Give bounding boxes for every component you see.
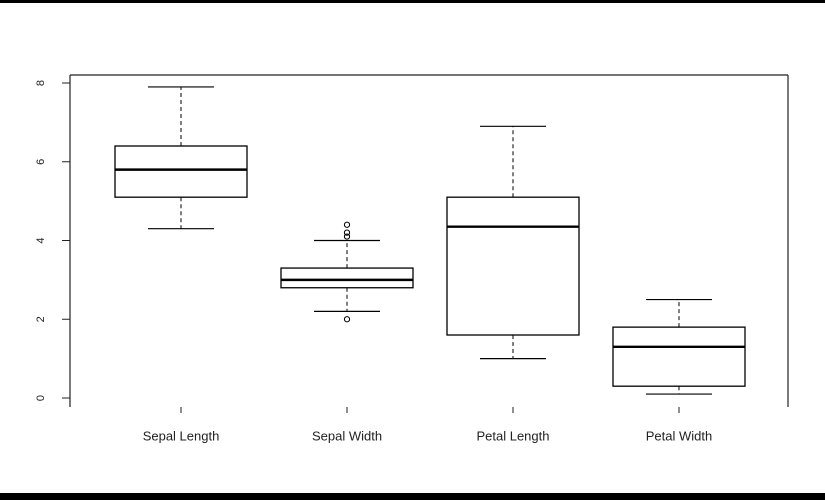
- outlier-point: [343, 229, 351, 236]
- box-iqr: [114, 145, 248, 198]
- outlier-point: [343, 221, 351, 228]
- bottom-border-band: [0, 493, 825, 500]
- box-0: [114, 86, 248, 230]
- y-tick-label: 2: [35, 316, 47, 322]
- outlier-point: [343, 316, 351, 323]
- box-iqr: [612, 326, 746, 387]
- box-2: [446, 125, 580, 360]
- x-tick-label: Petal Width: [646, 428, 712, 443]
- y-tick-label: 4: [35, 237, 47, 243]
- y-tick-label: 8: [35, 80, 47, 86]
- box-3: [612, 298, 746, 395]
- y-tick-label: 0: [35, 395, 47, 401]
- x-axis: Sepal Length Sepal Width Petal Length Petal…: [143, 407, 712, 443]
- x-tick-label: Sepal Width: [312, 428, 382, 443]
- box-1: [280, 221, 414, 323]
- y-axis: 0 2 4 6 8: [35, 80, 70, 401]
- y-tick-label: 6: [35, 159, 47, 165]
- boxes: [114, 86, 746, 395]
- box-iqr: [280, 267, 414, 289]
- outlier-point: [343, 233, 351, 240]
- x-tick-label: Sepal Length: [143, 428, 220, 443]
- box-iqr: [446, 196, 580, 336]
- top-border-band: [0, 0, 825, 3]
- x-tick-label: Petal Length: [476, 428, 549, 443]
